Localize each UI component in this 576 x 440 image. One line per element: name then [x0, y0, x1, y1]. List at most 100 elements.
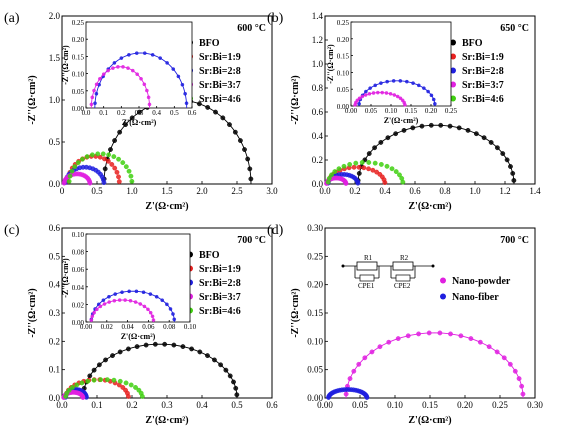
inset-series-point — [184, 101, 189, 105]
series-point — [117, 378, 123, 384]
inset-frame — [85, 21, 193, 109]
series-point — [234, 392, 240, 398]
series-point — [91, 367, 97, 373]
y-tick-label: 0.3 — [49, 308, 61, 318]
x-tick-label: 0 — [60, 186, 65, 196]
series-point — [364, 395, 370, 400]
series-point — [378, 140, 384, 145]
cpe-label: CPE2 — [394, 282, 411, 290]
series-point — [428, 122, 434, 128]
series-point — [393, 169, 399, 175]
x-tick-label: 2.0 — [196, 186, 208, 196]
y-tick-label: 0.25 — [72, 19, 85, 27]
series-point — [488, 140, 494, 145]
inset-series-point — [403, 103, 407, 107]
y-tick-label: 0.5 — [49, 251, 61, 261]
series-point — [196, 101, 202, 107]
inset-series-point — [367, 92, 372, 96]
inset-plot: 0.00 0.05 0.10 0.15 0.20 0.25 0.00 0.05 0.10 0.15… — [326, 19, 458, 125]
inset-series-point — [145, 88, 149, 93]
x-tick-label: 0.02 — [101, 323, 114, 331]
inset-series-point — [128, 298, 133, 303]
inset-series-point — [165, 61, 169, 65]
y-tick-label: 1.5 — [49, 53, 61, 63]
series-point — [465, 127, 471, 133]
x-axis-label: Z'(Ω·cm²) — [408, 201, 451, 212]
series-point — [98, 377, 104, 383]
panel-c: 0.0 0.1 0.2 0.3 0.4 0.5 0.60.00.10.20.30.40.50… — [4, 223, 278, 426]
y-tick-label: 0.0 — [312, 179, 324, 189]
inset-series-point — [148, 310, 153, 315]
legend-entry: Sr:Bi=3:7 — [462, 80, 504, 91]
series-point — [419, 123, 425, 129]
series-point — [426, 330, 432, 336]
inset-series-point — [130, 68, 135, 73]
series-point — [378, 162, 384, 167]
x-tick-label: 1.0 — [126, 186, 138, 196]
series-point — [456, 125, 462, 131]
legend-entry: BFO — [199, 38, 220, 49]
y-tick-label: 0.00 — [72, 105, 85, 113]
x-tick-label: 0.06 — [142, 323, 155, 331]
series-point — [395, 336, 401, 341]
series-point — [231, 379, 236, 385]
resistor-label: R2 — [400, 254, 409, 262]
inset-series-point — [148, 292, 153, 296]
inset-series-point — [142, 304, 147, 309]
series-point — [366, 166, 371, 172]
series-point — [111, 377, 117, 383]
x-tick-label: 0.5 — [231, 400, 243, 410]
inset-series-point — [92, 88, 96, 93]
inset-series-fit-curve — [358, 80, 436, 107]
series-point — [400, 179, 406, 185]
series-point — [213, 109, 218, 115]
legend-entry: Sr:Bi=1:9 — [199, 264, 241, 275]
series-point — [116, 156, 121, 162]
series-point — [377, 344, 383, 350]
y-tick-label: 0.20 — [307, 280, 323, 290]
series-point — [218, 362, 224, 368]
series-point — [247, 166, 253, 172]
y-tick-label: 0.04 — [72, 284, 85, 292]
inset-series — [93, 51, 189, 109]
inset-series-point — [355, 98, 360, 103]
series-point — [356, 164, 362, 170]
x-tick-label: 0.5 — [170, 109, 179, 117]
series-bfo — [355, 122, 517, 185]
series-point — [105, 158, 111, 164]
series-point — [102, 166, 108, 172]
inset-series-point — [111, 66, 115, 70]
series-point — [372, 160, 378, 166]
y-tick-label: 1.4 — [312, 11, 324, 21]
inset-series-point — [171, 67, 176, 71]
inset-series-point — [93, 101, 97, 105]
series-point — [117, 349, 123, 355]
x-tick-label: 0.00 — [345, 107, 358, 115]
inset-series-point — [107, 294, 111, 299]
legend-entry: Sr:Bi=3:7 — [199, 292, 241, 303]
inset-series-point — [126, 66, 130, 70]
series-point — [180, 344, 186, 349]
inset-series-point — [160, 298, 165, 303]
series-point — [128, 382, 134, 388]
x-tick-label: 0.1 — [91, 400, 102, 410]
inset-series-point — [106, 68, 110, 73]
inset-series-point — [142, 82, 147, 87]
x-tick-label: 0.2 — [117, 109, 126, 117]
legend-marker — [450, 81, 456, 88]
inset-series-point — [127, 53, 131, 57]
inset-series-point — [368, 86, 372, 90]
series-point — [134, 344, 140, 349]
series-point — [504, 157, 510, 163]
series-point — [205, 353, 210, 359]
y-tick-label: 1.2 — [312, 35, 323, 45]
x-axis-label: Z'(Ω·cm²) — [145, 415, 188, 426]
panel-label: (b) — [267, 11, 284, 26]
inset-series-fit-curve — [94, 52, 188, 109]
x-tick-label: 0.4 — [152, 109, 161, 117]
series-point — [501, 355, 507, 361]
series-point — [232, 129, 238, 135]
inset-series-fit-curve — [90, 66, 151, 109]
series-point — [100, 151, 106, 157]
series-point — [336, 166, 342, 172]
